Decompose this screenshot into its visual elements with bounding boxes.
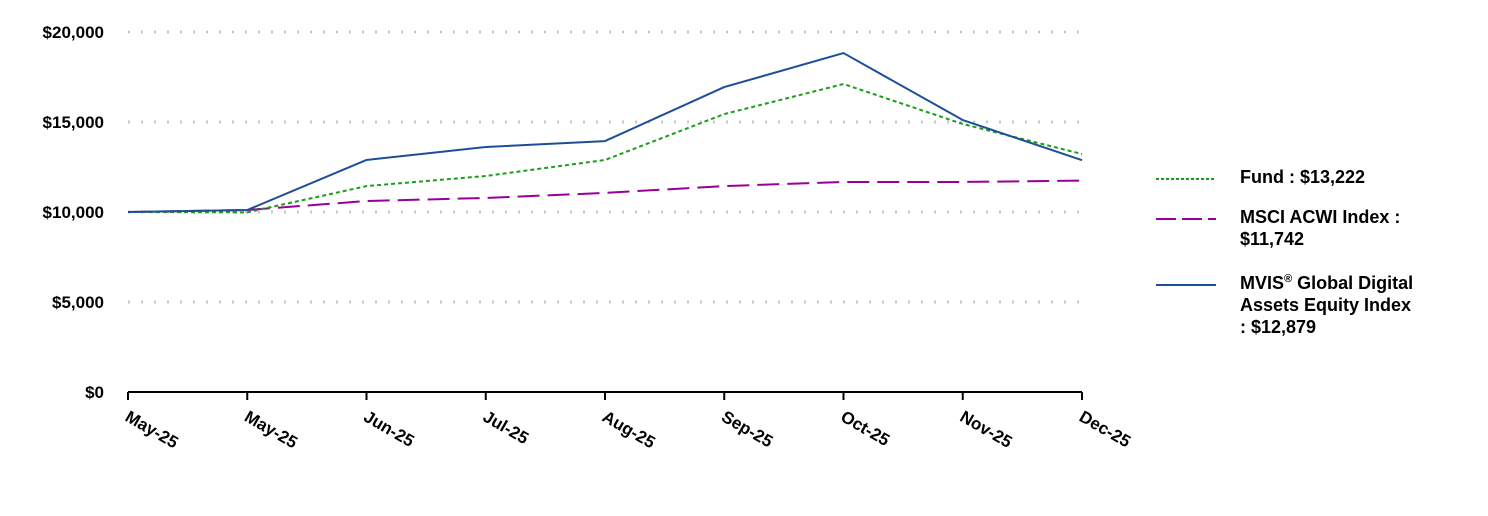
registered-mark: ® [1284, 273, 1293, 285]
y-tick-label: $10,000 [43, 203, 104, 222]
x-tick-label: Jun-25 [361, 407, 418, 451]
msci-line-swatch-icon [1152, 206, 1216, 226]
series-lines [127, 52, 1083, 214]
legend-item-msci: MSCI ACWI Index : $11,742 [1152, 206, 1472, 250]
x-tick-label: May-25 [122, 407, 181, 452]
series-line-mvis® [127, 52, 1083, 213]
legend-label-msci: MSCI ACWI Index : $11,742 [1240, 207, 1401, 249]
x-tick-label: Nov-25 [957, 407, 1016, 452]
fund-line-swatch-icon [1152, 166, 1216, 186]
legend-label-mvis-name: MVIS [1240, 273, 1285, 293]
y-tick-label: $0 [85, 383, 104, 402]
legend-label-mvis: MVIS® Global Digital Assets Equity Index:… [1240, 272, 1472, 338]
y-tick-label: $5,000 [52, 293, 104, 312]
legend-label-fund: Fund : $13,222 [1240, 167, 1366, 187]
series-line-msci [127, 179, 1083, 213]
y-tick-label: $15,000 [43, 113, 104, 132]
gridlines [128, 30, 1082, 304]
legend-item-mvis: MVIS® Global Digital Assets Equity Index:… [1152, 272, 1472, 338]
series-line-fund [127, 83, 1083, 214]
x-tick-label: Oct-25 [838, 407, 893, 450]
legend-label-mvis-rest: Global Digital Assets Equity Index: $12,8… [1240, 273, 1414, 337]
x-tick-label: Sep-25 [718, 407, 776, 451]
x-axis: May-25 May-25 Jun-25 Jul-25 Aug-25 Sep-25 Oct-… [122, 391, 1134, 452]
y-tick-label: $20,000 [43, 23, 104, 42]
x-tick-label: Dec-25 [1076, 407, 1134, 451]
legend-item-fund: Fund : $13,222 [1152, 166, 1472, 188]
x-tick-label: Jul-25 [480, 407, 532, 448]
x-tick-label: Aug-25 [599, 407, 658, 452]
x-tick-label: May-25 [241, 407, 300, 452]
y-axis: $0 $5,000 $10,000 $15,000 $20,000 [43, 23, 104, 402]
mvis-line-swatch-icon [1152, 272, 1216, 292]
legend: Fund : $13,222 MSCI ACWI Index : $11,742 … [1152, 166, 1472, 356]
